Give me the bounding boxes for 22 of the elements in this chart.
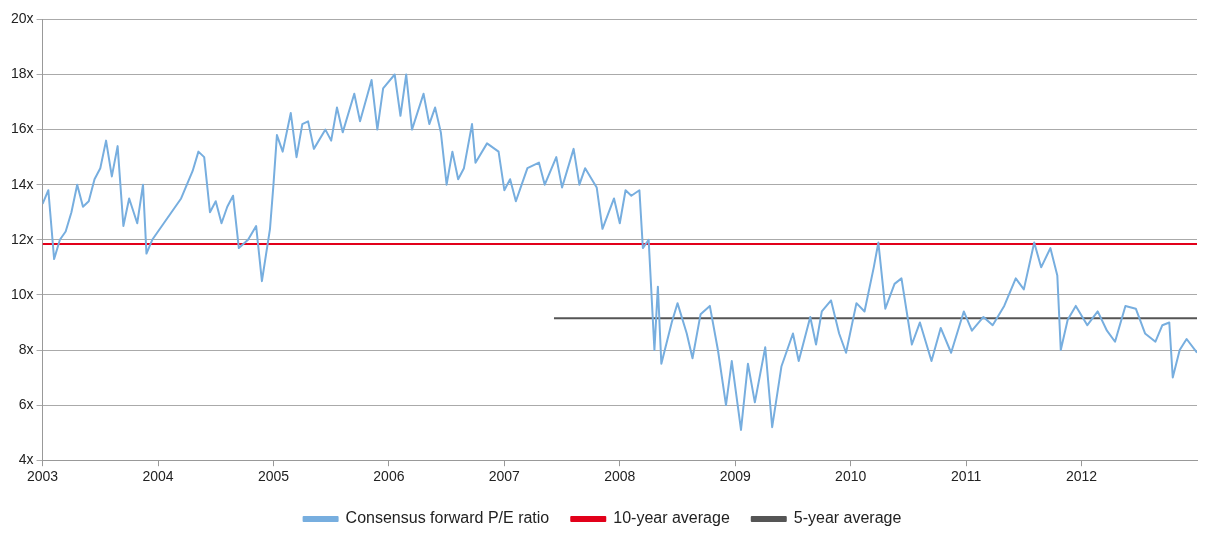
x-tick-label: 2007 [488, 468, 521, 485]
y-tick-label: 6x [18, 395, 34, 412]
x-tick-label: 2005 [257, 468, 290, 485]
y-tick-label: 4x [18, 451, 34, 468]
x-tick-label: 2008 [604, 468, 636, 485]
x-tick-label: 2012 [1065, 468, 1098, 485]
x-tick-label: 2010 [835, 468, 867, 485]
x-tick-label: 2009 [719, 468, 752, 485]
y-tick-label: 10x [10, 285, 34, 302]
legend-label: 5-year average [793, 509, 902, 527]
y-tick-label: 8x [18, 340, 34, 357]
y-tick-label: 16x [10, 120, 34, 137]
y-tick-label: 14x [10, 175, 34, 192]
x-tick-label: 2011 [951, 468, 982, 485]
x-tick-label: 2006 [373, 468, 405, 485]
y-tick-label: 12x [10, 230, 34, 247]
y-tick-label: 20x [10, 10, 34, 27]
legend-label: 10-year average [613, 509, 730, 527]
x-tick-label: 2004 [142, 468, 174, 485]
x-tick-label: 2003 [26, 468, 59, 485]
y-tick-label: 18x [10, 65, 34, 82]
legend-label: Consensus forward P/E ratio [345, 509, 550, 527]
